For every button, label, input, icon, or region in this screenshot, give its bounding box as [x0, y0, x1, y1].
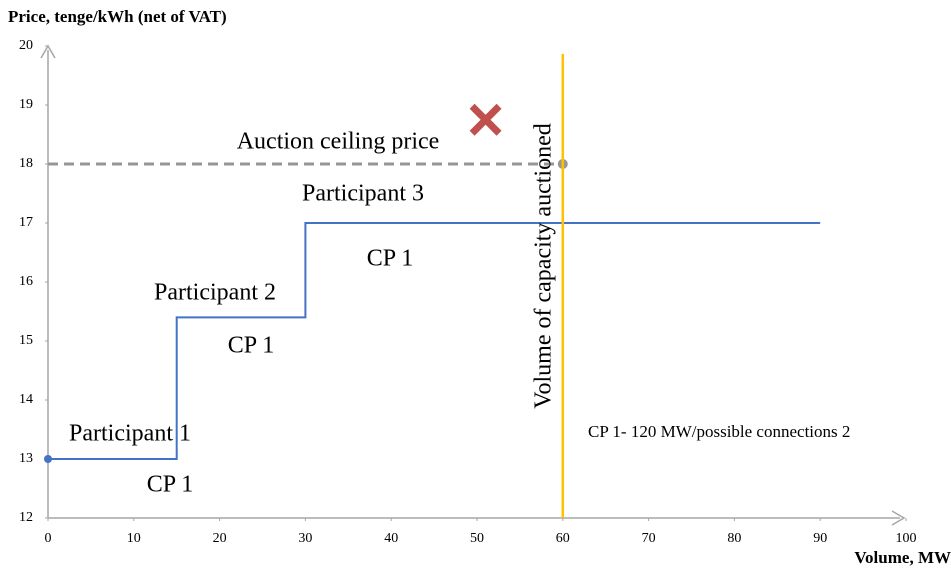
- x-tick-label: 20: [213, 531, 227, 546]
- y-tick-label: 20: [19, 38, 33, 53]
- ceiling-label: Auction ceiling price: [237, 129, 440, 155]
- x-tick-label: 90: [813, 531, 827, 546]
- x-tick-label: 100: [896, 531, 917, 546]
- start-point: [44, 455, 52, 463]
- y-tick-label: 17: [19, 215, 33, 230]
- x-tick-label: 60: [556, 531, 570, 546]
- rejected-marker: [469, 103, 502, 136]
- capacity-label: Volume of capacity auctioned: [531, 123, 557, 408]
- supply-line: [48, 222, 821, 460]
- annotation: Participant 1: [69, 421, 191, 447]
- x-tick-label: 80: [727, 531, 741, 546]
- annotation: CP 1: [367, 246, 413, 272]
- y-axis-label: Price, tenge/kWh (net of VAT): [8, 7, 227, 26]
- x-tick-label: 10: [127, 531, 141, 546]
- y-tick-label: 15: [19, 333, 33, 348]
- x-tick-label: 30: [298, 531, 312, 546]
- x-tick-label: 40: [384, 531, 398, 546]
- y-tick-label: 14: [19, 392, 33, 407]
- x-axis-label: Volume, MW: [854, 548, 951, 567]
- y-tick-label: 13: [19, 451, 33, 466]
- annotation: CP 1: [147, 472, 193, 498]
- annotation: Participant 2: [154, 280, 276, 306]
- x-tick-label: 50: [470, 531, 484, 546]
- x-tick-label: 0: [45, 531, 52, 546]
- y-tick-label: 16: [19, 274, 33, 289]
- annotation: Participant 3: [302, 181, 424, 207]
- y-tick-label: 12: [19, 510, 33, 525]
- y-tick-label: 18: [19, 156, 33, 171]
- x-tick-label: 70: [642, 531, 656, 546]
- y-tick-label: 19: [19, 97, 33, 112]
- x-axis-arrow: [891, 510, 906, 526]
- annotation: CP 1- 120 MW/possible connections 2: [588, 422, 850, 441]
- annotation: CP 1: [228, 333, 274, 359]
